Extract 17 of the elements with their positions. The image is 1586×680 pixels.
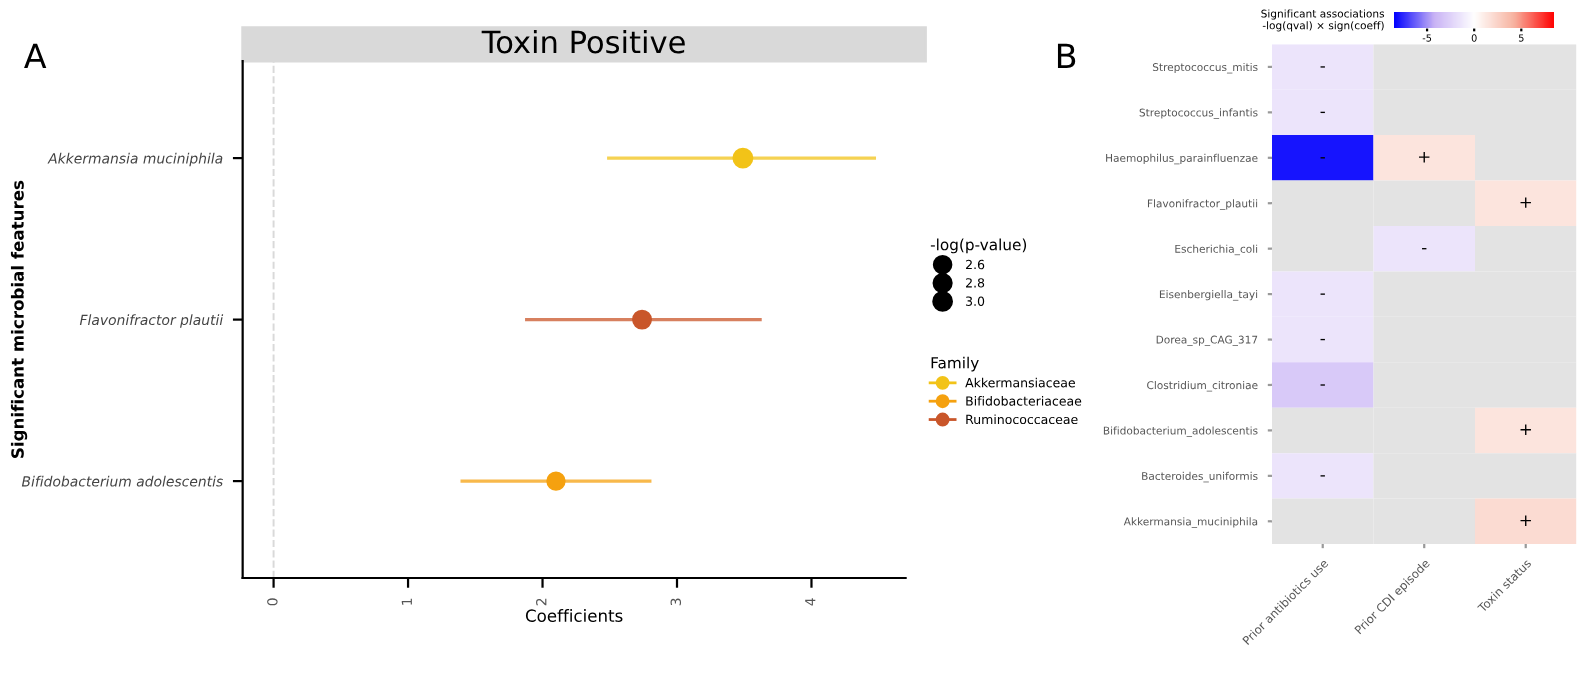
data-label: + bbox=[1419, 151, 1430, 163]
data-label: - bbox=[1320, 157, 1325, 159]
chart-title: Toxin Positive bbox=[481, 29, 685, 54]
text: A bbox=[24, 43, 47, 68]
data-label: - bbox=[1320, 66, 1325, 68]
text: B bbox=[1057, 43, 1076, 68]
x-axis-title: Coefficients bbox=[525, 609, 623, 622]
data-label: - bbox=[1320, 338, 1325, 341]
data-label: - bbox=[1320, 384, 1325, 386]
data-label: - bbox=[1422, 248, 1427, 250]
data-label: + bbox=[1520, 515, 1531, 526]
data-label: - bbox=[1320, 111, 1325, 114]
data-label: + bbox=[1520, 424, 1531, 436]
data-label: + bbox=[1520, 197, 1531, 208]
data-label: - bbox=[1320, 475, 1325, 477]
y-axis-title: Significant microbial features bbox=[10, 180, 28, 458]
data-label: - bbox=[1320, 293, 1325, 295]
